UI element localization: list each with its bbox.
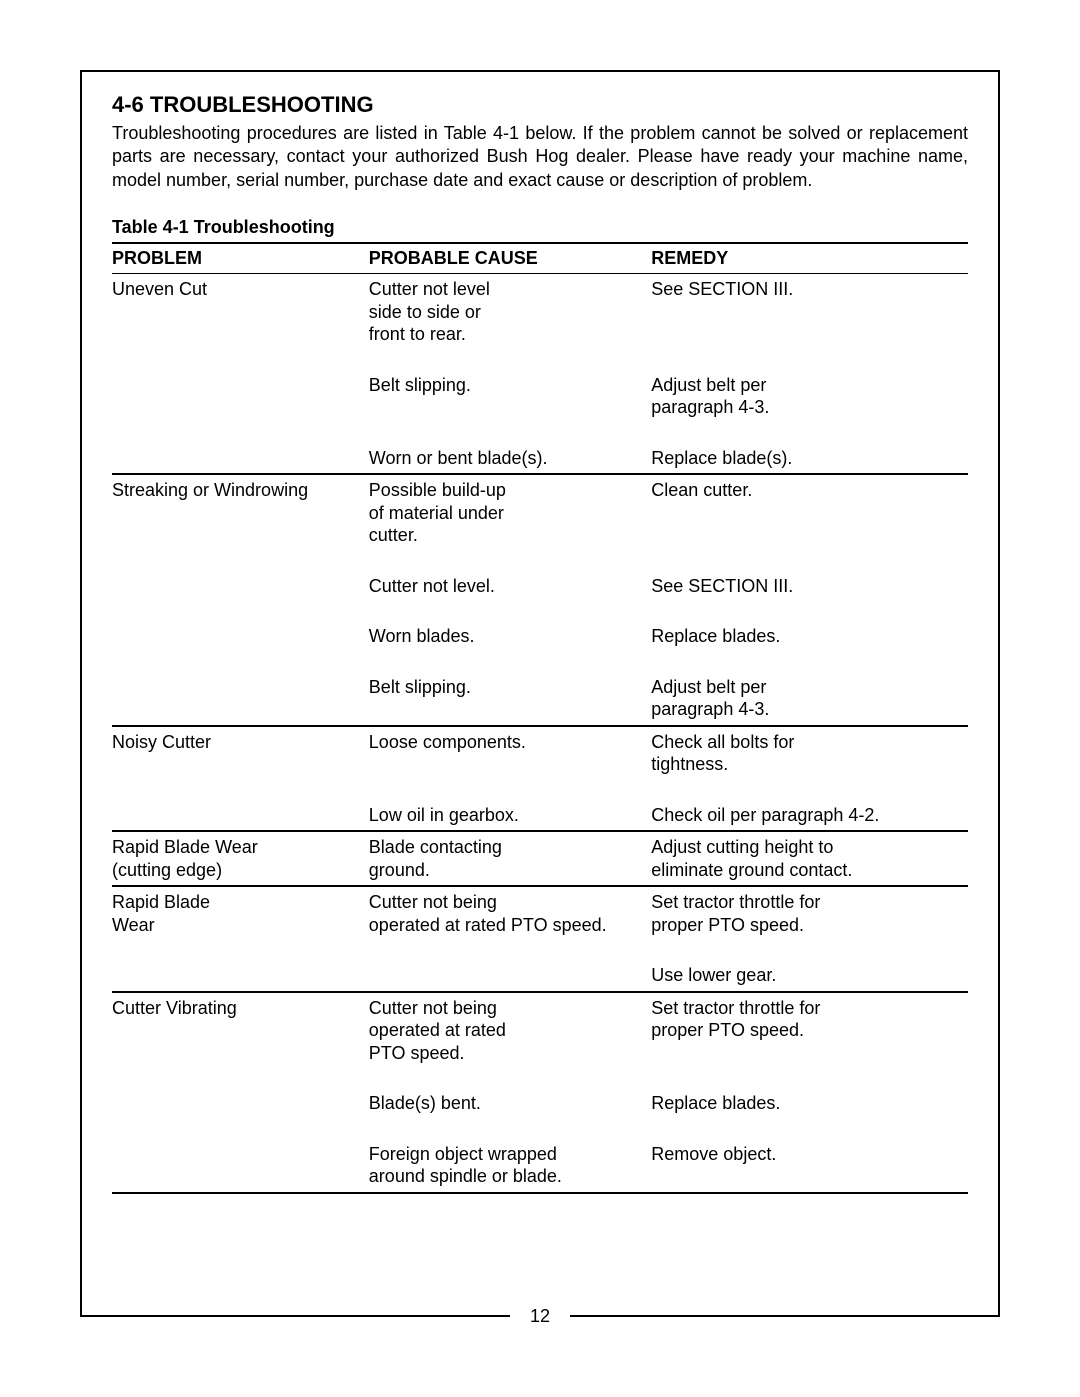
table-row-spacer bbox=[112, 1068, 968, 1088]
cell-problem bbox=[112, 571, 369, 602]
table-row-spacer bbox=[112, 423, 968, 443]
cell-remedy: Clean cutter. bbox=[651, 474, 968, 551]
cell-cause: Belt slipping. bbox=[369, 370, 651, 423]
header-cause: PROBABLE CAUSE bbox=[369, 243, 651, 274]
cell-cause bbox=[369, 960, 651, 992]
table-row: Uneven CutCutter not levelside to side o… bbox=[112, 274, 968, 350]
cell-problem bbox=[112, 800, 369, 832]
cell-remedy: See SECTION III. bbox=[651, 274, 968, 350]
header-problem: PROBLEM bbox=[112, 243, 369, 274]
cell-cause: Cutter not beingoperated at rated PTO sp… bbox=[369, 886, 651, 940]
table-row: Worn blades.Replace blades. bbox=[112, 621, 968, 652]
cell-problem bbox=[112, 443, 369, 475]
cell-remedy: Replace blades. bbox=[651, 1088, 968, 1119]
cell-cause: Foreign object wrappedaround spindle or … bbox=[369, 1139, 651, 1193]
cell-cause: Possible build-upof material undercutter… bbox=[369, 474, 651, 551]
table-row-spacer bbox=[112, 350, 968, 370]
cell-remedy: See SECTION III. bbox=[651, 571, 968, 602]
table-header-row: PROBLEM PROBABLE CAUSE REMEDY bbox=[112, 243, 968, 274]
cell-problem bbox=[112, 621, 369, 652]
table-row: Cutter VibratingCutter not beingoperated… bbox=[112, 992, 968, 1069]
table-row: Noisy CutterLoose components.Check all b… bbox=[112, 726, 968, 780]
cell-remedy: Set tractor throttle forproper PTO speed… bbox=[651, 992, 968, 1069]
table-row: Low oil in gearbox.Check oil per paragra… bbox=[112, 800, 968, 832]
section-title: 4-6 TROUBLESHOOTING bbox=[112, 92, 968, 118]
cell-remedy: Set tractor throttle forproper PTO speed… bbox=[651, 886, 968, 940]
cell-problem: Rapid Blade Wear(cutting edge) bbox=[112, 831, 369, 886]
table-row: Blade(s) bent.Replace blades. bbox=[112, 1088, 968, 1119]
intro-paragraph: Troubleshooting procedures are listed in… bbox=[112, 122, 968, 192]
page-number: 12 bbox=[510, 1306, 570, 1327]
cell-problem: Cutter Vibrating bbox=[112, 992, 369, 1069]
cell-cause: Worn blades. bbox=[369, 621, 651, 652]
cell-problem: Noisy Cutter bbox=[112, 726, 369, 780]
cell-problem: Streaking or Windrowing bbox=[112, 474, 369, 551]
table-caption: Table 4-1 Troubleshooting bbox=[112, 217, 968, 238]
table-row: Rapid BladeWearCutter not beingoperated … bbox=[112, 886, 968, 940]
table-row-spacer bbox=[112, 1119, 968, 1139]
cell-cause: Cutter not beingoperated at ratedPTO spe… bbox=[369, 992, 651, 1069]
cell-cause: Belt slipping. bbox=[369, 672, 651, 726]
cell-cause: Blade(s) bent. bbox=[369, 1088, 651, 1119]
table-row-spacer bbox=[112, 601, 968, 621]
cell-remedy: Remove object. bbox=[651, 1139, 968, 1193]
cell-problem bbox=[112, 672, 369, 726]
cell-problem bbox=[112, 960, 369, 992]
cell-problem bbox=[112, 1088, 369, 1119]
cell-remedy: Adjust belt perparagraph 4-3. bbox=[651, 370, 968, 423]
cell-cause: Loose components. bbox=[369, 726, 651, 780]
cell-problem: Uneven Cut bbox=[112, 274, 369, 350]
cell-remedy: Adjust belt perparagraph 4-3. bbox=[651, 672, 968, 726]
table-row-spacer bbox=[112, 780, 968, 800]
table-row: Use lower gear. bbox=[112, 960, 968, 992]
cell-remedy: Replace blade(s). bbox=[651, 443, 968, 475]
table-row-spacer bbox=[112, 551, 968, 571]
cell-remedy: Use lower gear. bbox=[651, 960, 968, 992]
cell-cause: Low oil in gearbox. bbox=[369, 800, 651, 832]
cell-cause: Cutter not level. bbox=[369, 571, 651, 602]
table-row: Rapid Blade Wear(cutting edge)Blade cont… bbox=[112, 831, 968, 886]
header-remedy: REMEDY bbox=[651, 243, 968, 274]
cell-cause: Cutter not levelside to side orfront to … bbox=[369, 274, 651, 350]
table-row: Foreign object wrappedaround spindle or … bbox=[112, 1139, 968, 1193]
table-row-spacer bbox=[112, 940, 968, 960]
cell-remedy: Check oil per paragraph 4-2. bbox=[651, 800, 968, 832]
table-row: Cutter not level.See SECTION III. bbox=[112, 571, 968, 602]
troubleshooting-table: PROBLEM PROBABLE CAUSE REMEDY Uneven Cut… bbox=[112, 242, 968, 1194]
cell-problem: Rapid BladeWear bbox=[112, 886, 369, 940]
cell-remedy: Replace blades. bbox=[651, 621, 968, 652]
page-border: 4-6 TROUBLESHOOTING Troubleshooting proc… bbox=[80, 70, 1000, 1317]
table-row: Worn or bent blade(s).Replace blade(s). bbox=[112, 443, 968, 475]
cell-problem bbox=[112, 370, 369, 423]
table-row: Streaking or WindrowingPossible build-up… bbox=[112, 474, 968, 551]
cell-cause: Blade contactingground. bbox=[369, 831, 651, 886]
table-row: Belt slipping.Adjust belt perparagraph 4… bbox=[112, 672, 968, 726]
cell-problem bbox=[112, 1139, 369, 1193]
table-row-spacer bbox=[112, 652, 968, 672]
table-row: Belt slipping.Adjust belt perparagraph 4… bbox=[112, 370, 968, 423]
cell-cause: Worn or bent blade(s). bbox=[369, 443, 651, 475]
cell-remedy: Adjust cutting height toeliminate ground… bbox=[651, 831, 968, 886]
cell-remedy: Check all bolts fortightness. bbox=[651, 726, 968, 780]
